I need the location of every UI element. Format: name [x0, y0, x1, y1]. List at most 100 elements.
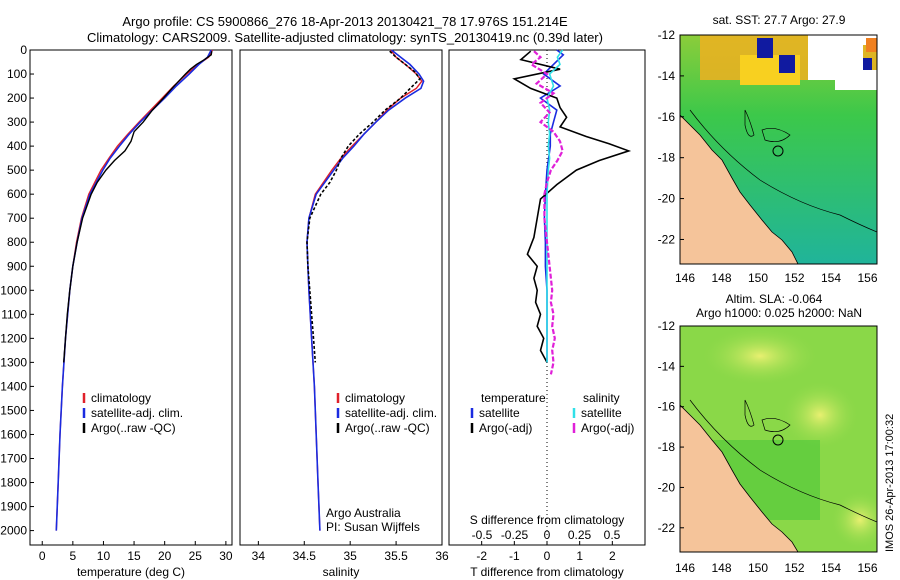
x-tick-label: 36 — [435, 549, 449, 563]
t-difference-label: T difference from climatology — [470, 565, 624, 579]
legend-heading-salinity: salinity — [583, 391, 620, 405]
legend-label: satellite — [581, 406, 622, 420]
sst-reef-contour — [689, 109, 877, 233]
legend-heading-temperature: temperature — [481, 391, 546, 405]
sla-blob-1 — [700, 326, 820, 386]
x-tick-label: 34 — [252, 549, 266, 563]
legend-label: Argo(-adj) — [479, 421, 532, 435]
sst-cloud-1 — [757, 38, 773, 58]
difference-x-ticks: -2 -1 0 1 2 -0.5 -0.25 0 0.25 0.5 — [472, 528, 621, 563]
pi-note: PI: Susan Wijffels — [326, 520, 420, 534]
lat-tick-label: -20 — [658, 480, 676, 494]
temperature-series — [55, 49, 214, 531]
lat-tick-label: -22 — [658, 521, 676, 535]
lat-tick-label: -12 — [658, 319, 676, 333]
legend-label: Argo(-adj) — [581, 421, 634, 435]
series-line-argo-raw-qc- — [306, 50, 422, 363]
sla-map-title-2: Argo h1000: 0.025 h2000: NaN — [696, 306, 862, 320]
depth-tick-label: 700 — [7, 211, 27, 225]
depth-tick-label: 1300 — [0, 355, 27, 369]
sla-blob-2 — [780, 380, 860, 450]
lon-tick-label: 146 — [675, 271, 695, 285]
lat-tick-label: -18 — [658, 440, 676, 454]
t-tick-label: 0 — [544, 549, 551, 563]
lat-tick-label: -18 — [658, 151, 676, 165]
depth-tick-label: 1200 — [0, 331, 27, 345]
diff-line-salinity-argo-adj- — [529, 50, 564, 375]
sla-map: Altim. SLA: -0.064 Argo h1000: 0.025 h20… — [658, 292, 878, 575]
title-line-1: Argo profile: CS 5900866_276 18-Apr-2013… — [122, 14, 568, 29]
sst-reef-1 — [744, 109, 755, 137]
x-tick-label: 0 — [39, 549, 46, 563]
legend-label: climatology — [345, 391, 405, 405]
lat-tick-label: -14 — [658, 359, 676, 373]
sla-blob-3 — [830, 490, 877, 550]
depth-tick-label: 1700 — [0, 451, 27, 465]
temperature-axes-box — [29, 49, 233, 546]
depth-tick-label: 1500 — [0, 403, 27, 417]
legend-label: satellite-adj. clim. — [345, 406, 437, 420]
depth-tick-label: 800 — [7, 235, 27, 249]
lon-tick-label: 148 — [711, 271, 731, 285]
salinity-axes-box — [239, 49, 443, 546]
x-tick-label: 10 — [97, 549, 111, 563]
sla-reef-1 — [744, 399, 755, 427]
diff-line-temperature-argo-adj- — [512, 50, 632, 363]
series-line-argo-raw-qc- — [63, 51, 213, 363]
difference-legend: temperature salinitysatelliteArgo(-adj)sa… — [470, 391, 634, 435]
x-tick-label: 30 — [219, 549, 233, 563]
sst-map-title: sat. SST: 27.7 Argo: 27.9 — [713, 13, 846, 27]
sst-hot-cell — [866, 38, 877, 52]
depth-tick-label: 600 — [7, 187, 27, 201]
series-line-satellite-adj-clim- — [306, 49, 425, 531]
title-line-2: Climatology: CARS2009. Satellite-adjuste… — [87, 30, 603, 45]
depth-tick-label: 1000 — [0, 283, 27, 297]
argo-australia-note: Argo Australia — [326, 506, 401, 520]
lon-tick-label: 156 — [857, 561, 877, 575]
sst-lat-ticks: -12 -14 -16 -18 -20 -22 — [658, 28, 684, 246]
lon-tick-label: 154 — [821, 561, 841, 575]
legend-label: Argo(..raw -QC) — [91, 421, 176, 435]
lat-tick-label: -14 — [658, 69, 676, 83]
sla-land — [680, 404, 799, 552]
salinity-x-ticks: 34 34.5 35 35.5 36 — [252, 541, 449, 563]
t-tick-label: -2 — [476, 549, 487, 563]
lat-tick-label: -20 — [658, 192, 676, 206]
difference-series — [512, 49, 632, 375]
salinity-panel: 34 34.5 35 35.5 36 salinity climatologysatel… — [239, 49, 449, 579]
x-tick-label: 5 — [70, 549, 77, 563]
s-tick-label: -0.25 — [501, 528, 529, 542]
footer-timestamp: IMOS 26-Apr-2013 17:00:32 — [884, 414, 896, 552]
legend-label: satellite — [479, 406, 520, 420]
lat-tick-label: -16 — [658, 400, 676, 414]
lon-tick-label: 148 — [711, 561, 731, 575]
lon-tick-label: 146 — [675, 561, 695, 575]
legend-label: Argo(..raw -QC) — [345, 421, 430, 435]
legend-label: climatology — [91, 391, 151, 405]
sla-map-title-1: Altim. SLA: -0.064 — [726, 292, 823, 306]
legend-label: satellite-adj. clim. — [91, 406, 183, 420]
x-tick-label: 35.5 — [384, 549, 408, 563]
sst-map: sat. SST: 27.7 Argo: 27.9 -12 -14 -16 -18 -2… — [658, 13, 878, 285]
sla-lat-ticks: -12 -14 -16 -18 -20 -22 — [658, 319, 684, 535]
x-tick-label: 20 — [158, 549, 172, 563]
lon-tick-label: 152 — [784, 271, 804, 285]
depth-tick-label: 400 — [7, 139, 27, 153]
lon-tick-label: 154 — [821, 271, 841, 285]
s-tick-label: 0.5 — [604, 528, 621, 542]
sla-lon-ticks: 146 148 150 152 154 156 — [675, 561, 878, 575]
s-difference-label: S difference from climatology — [470, 513, 625, 527]
lat-tick-label: -16 — [658, 110, 676, 124]
depth-tick-label: 200 — [7, 91, 27, 105]
s-tick-label: 0 — [544, 528, 551, 542]
depth-tick-label: 1800 — [0, 476, 27, 490]
depth-tick-label: 1600 — [0, 427, 27, 441]
lat-tick-label: -22 — [658, 232, 676, 246]
t-tick-label: 2 — [609, 549, 616, 563]
sst-cloud-2 — [779, 55, 795, 73]
sla-map-frame — [679, 325, 878, 553]
depth-tick-label: 300 — [7, 115, 27, 129]
